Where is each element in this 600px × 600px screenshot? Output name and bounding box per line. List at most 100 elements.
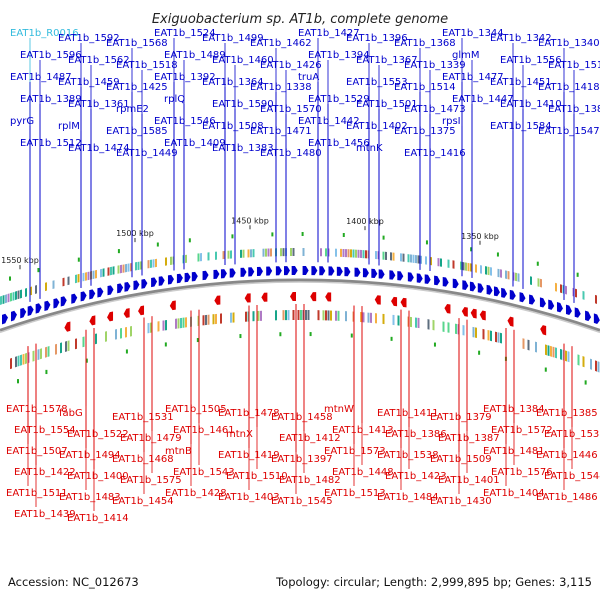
forward-cds-arrow: [283, 266, 290, 276]
forward-cds-arrow: [416, 273, 423, 283]
forward-gene-label: EAT1b_1570: [260, 104, 322, 115]
reverse-gene-label: EAT1b_1468: [112, 454, 174, 465]
forward-gene-label: EAT1b_1425: [106, 82, 168, 93]
reverse-cog-block: [185, 317, 187, 328]
reverse-gene-label: EAT1b_1413: [332, 425, 394, 436]
scale-label: 1350 kbp: [461, 232, 499, 241]
forward-cog-block: [462, 261, 465, 271]
forward-gene-label: EAT1b_1514: [394, 82, 456, 93]
forward-cog-block: [185, 254, 187, 264]
forward-gene-label: EAT1b_1340: [538, 38, 600, 49]
forward-gene-label: EAT1b_1459: [58, 77, 120, 88]
forward-cog-block: [62, 277, 65, 287]
reverse-gene-label: EAT1b_1545: [271, 496, 333, 507]
reverse-cog-block: [565, 350, 567, 362]
forward-cog-block: [460, 261, 462, 271]
reverse-cog-block: [337, 310, 340, 321]
forward-cog-block: [415, 254, 417, 264]
reverse-cog-block: [175, 318, 177, 329]
reverse-cog-block: [535, 341, 537, 353]
forward-cog-block: [117, 265, 120, 274]
reverse-cog-block: [20, 354, 22, 366]
reverse-gene-label: EAT1b_1511: [6, 488, 68, 499]
forward-gene-label: EAT1b_1416: [404, 148, 466, 159]
forward-cog-block: [267, 248, 270, 257]
reverse-cog-block: [305, 310, 307, 321]
forward-gene-label: EAT1b_1518: [116, 60, 178, 71]
forward-gene-label: EAT1b_1460: [212, 55, 274, 66]
forward-cog-block: [35, 285, 37, 294]
reverse-cds-arrow: [400, 297, 407, 308]
forward-cog-block: [402, 253, 405, 262]
forward-gene-label: EAT1b_1418: [538, 82, 600, 93]
reverse-cog-block: [252, 311, 255, 322]
forward-cog-block: [392, 252, 395, 261]
forward-gene-label: rpmE2: [116, 104, 149, 115]
reverse-gene-label: EAT1b_1505: [165, 404, 227, 415]
forward-cds-arrow: [117, 283, 124, 294]
reverse-cog-block: [105, 331, 107, 342]
reverse-cog-block: [40, 348, 42, 360]
forward-cds-arrow: [302, 266, 309, 276]
forward-cog-block: [170, 256, 172, 265]
reverse-cds-arrow: [470, 308, 477, 319]
forward-gene-label: EAT1b_1380: [548, 104, 600, 115]
reverse-cog-block: [202, 315, 205, 326]
forward-cds-arrow: [10, 310, 17, 322]
reverse-cog-block: [162, 320, 165, 331]
forward-cds-arrow: [60, 296, 67, 307]
reverse-cog-block: [245, 311, 247, 322]
forward-cog-block: [240, 249, 242, 258]
forward-cds-arrow: [593, 313, 600, 325]
reverse-cog-block: [475, 327, 477, 338]
forward-gene-label: glmM: [452, 50, 480, 61]
forward-cds-arrow: [424, 274, 431, 284]
forward-gene-label: EAT1b_1556: [500, 55, 562, 66]
forward-cog-block: [537, 278, 540, 287]
reverse-cog-block: [297, 310, 300, 321]
forward-gene-label: pyrG: [10, 116, 34, 127]
forward-gene-label: EAT1b_1512: [20, 138, 82, 149]
forward-gene-label: EAT1b_1456: [308, 138, 370, 149]
reverse-cog-block: [292, 310, 295, 321]
forward-cds-arrow: [158, 276, 165, 286]
forward-cog-block: [467, 262, 470, 272]
reverse-cog-block: [157, 321, 160, 332]
reverse-cog-block: [215, 313, 217, 325]
forward-cds-arrow: [176, 273, 183, 284]
forward-cog-block: [17, 290, 20, 300]
forward-gene-label: EAT1b_1515: [548, 60, 600, 71]
forward-cds-arrow: [202, 270, 209, 281]
accession-text: Accession: NC_012673: [8, 575, 139, 589]
forward-cds-arrow: [539, 297, 546, 308]
forward-gene-label: EAT1b_1442: [298, 116, 360, 127]
reverse-gene-label: EAT1b_1483: [59, 492, 121, 503]
forward-cds-arrow: [336, 266, 343, 276]
forward-cds-arrow: [20, 307, 27, 319]
reverse-gene-label: EAT1b_1513: [324, 488, 386, 499]
forward-gene-label: EAT1b_1489: [164, 50, 226, 61]
reverse-cog-block: [415, 317, 417, 328]
forward-cog-block: [582, 290, 585, 300]
forward-cog-block: [67, 276, 70, 286]
forward-gene-label: EAT1b_1553: [346, 77, 408, 88]
forward-cog-block: [197, 253, 200, 262]
reverse-gene-label: EAT1b_1384: [483, 404, 545, 415]
forward-cds-arrow: [220, 269, 227, 279]
reverse-cds-arrow: [391, 296, 398, 307]
forward-cog-block: [25, 287, 27, 297]
forward-cog-block: [122, 264, 125, 273]
forward-cog-block: [470, 263, 472, 272]
forward-cog-block: [120, 264, 122, 274]
reverse-gene-label: EAT1b_1531: [112, 412, 174, 423]
forward-cog-block: [350, 249, 352, 258]
forward-cds-arrow: [434, 275, 441, 286]
reverse-cds-arrow: [325, 292, 332, 302]
reverse-gene-label: EAT1b_1379: [430, 412, 492, 423]
forward-cog-block: [560, 284, 562, 294]
forward-cds-arrow: [89, 289, 96, 300]
reverse-cog-block: [275, 310, 277, 321]
reverse-cog-block: [552, 346, 555, 358]
